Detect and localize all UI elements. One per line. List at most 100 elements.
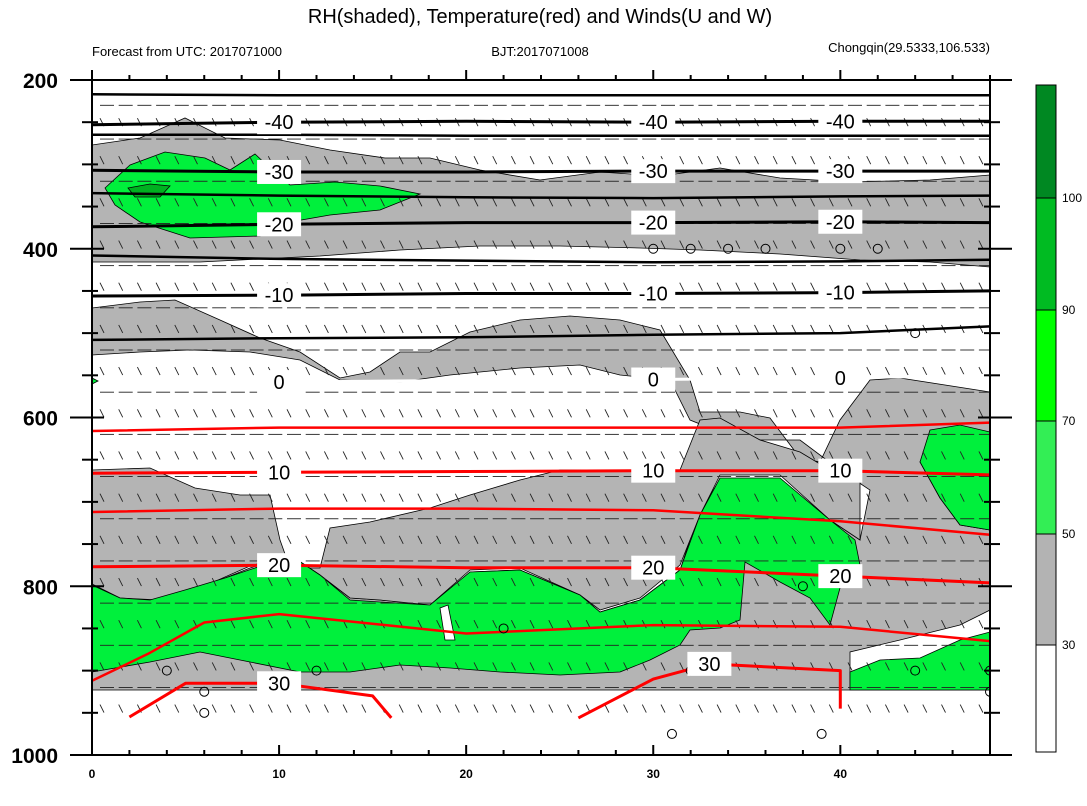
calm-circle	[311, 665, 322, 676]
wind-barb	[230, 409, 236, 418]
wind-barb	[735, 704, 741, 713]
wind-barb	[380, 409, 385, 418]
temperature-contour-unlabeled	[92, 612, 990, 682]
wind-barb	[473, 577, 479, 587]
wind-barb	[866, 493, 872, 502]
wind-barb	[735, 451, 741, 460]
wind-barb	[959, 451, 965, 460]
calm-circle	[199, 707, 210, 718]
wind-barb	[791, 493, 797, 502]
wind-barb	[99, 240, 105, 249]
wind-barb	[286, 620, 292, 629]
wind-barb	[361, 493, 367, 502]
wind-barb	[305, 577, 311, 587]
wind-barb	[136, 198, 142, 207]
wind-barb	[529, 620, 535, 629]
wind-barb	[548, 409, 554, 418]
calm-circle	[910, 328, 921, 339]
wind-barb	[679, 366, 685, 376]
wind-barb	[118, 324, 124, 334]
wind-barb	[211, 282, 217, 291]
wind-barb-row	[99, 282, 984, 291]
wind-barb	[249, 240, 255, 249]
contour-label-bg	[818, 209, 863, 234]
wind-barb	[660, 535, 666, 545]
wind-barb	[249, 155, 255, 165]
wind-barb	[548, 198, 554, 207]
wind-barb	[230, 155, 236, 165]
wind-barb	[585, 282, 591, 291]
temperature-contour-unlabeled	[92, 254, 990, 264]
contour-label: 20	[829, 566, 851, 588]
wind-barb	[510, 240, 516, 249]
wind-barb	[510, 198, 516, 207]
wind-barb	[604, 155, 610, 165]
wind-barb	[772, 409, 778, 418]
wind-barb	[230, 704, 236, 713]
wind-barb	[473, 620, 479, 629]
wind-barb	[623, 155, 629, 165]
wind-barb	[623, 198, 629, 207]
wind-barb	[716, 282, 722, 291]
wind-barb	[567, 535, 572, 545]
wind-barb	[604, 409, 610, 418]
wind-barb	[323, 451, 329, 460]
contour-label-bg	[631, 281, 676, 306]
wind-barb	[492, 493, 498, 502]
y-tick-label: 600	[23, 408, 58, 431]
wind-barb	[305, 198, 311, 207]
wind-barb	[492, 704, 498, 713]
wind-barb	[697, 155, 703, 165]
wind-barb	[323, 366, 329, 376]
wind-barb	[492, 366, 498, 376]
wind-barb	[735, 240, 741, 249]
contour-label: 0	[835, 368, 846, 390]
contour-label: -20	[639, 213, 668, 235]
wind-barb	[585, 451, 591, 460]
wind-barb	[510, 493, 516, 502]
wind-barb	[267, 620, 273, 629]
wind-barb	[941, 620, 946, 629]
wind-barb	[697, 409, 703, 418]
wind-barb	[941, 282, 946, 291]
wind-barb	[510, 282, 516, 291]
wind-barb	[922, 409, 928, 418]
wind-barb	[174, 577, 180, 587]
wind-barb	[548, 451, 554, 460]
wind-barb	[398, 282, 404, 291]
wind-barb-row	[99, 324, 984, 334]
wind-barb	[342, 366, 348, 376]
wind-barb	[791, 198, 797, 207]
wind-barb	[305, 451, 311, 460]
wind-barb	[249, 282, 255, 291]
wind-barb	[510, 366, 516, 376]
calm-circle	[760, 243, 771, 254]
wind-barb	[567, 409, 572, 418]
wind-barb	[529, 704, 535, 713]
wind-barb	[847, 704, 853, 713]
wind-barb	[305, 535, 311, 545]
contour-label: -30	[826, 161, 855, 183]
wind-barb	[959, 704, 965, 713]
wind-barb	[585, 409, 591, 418]
wind-barb	[548, 366, 554, 376]
contour-label: -40	[639, 112, 668, 134]
wind-barb	[342, 662, 348, 671]
wind-barb	[735, 577, 741, 587]
wind-barb	[679, 198, 685, 207]
wind-barb	[118, 451, 124, 460]
wind-barb	[417, 704, 423, 713]
wind-barb-row	[99, 704, 984, 713]
wind-barb	[697, 535, 703, 545]
wind-barb	[342, 155, 348, 165]
wind-barb	[193, 409, 198, 418]
wind-barb	[398, 662, 404, 671]
wind-barb	[791, 451, 797, 460]
wind-barb	[230, 366, 236, 376]
wind-barb	[866, 282, 872, 291]
wind-barb	[529, 366, 535, 376]
contour-label: 20	[268, 555, 290, 577]
calm-circle	[985, 686, 990, 697]
wind-barb	[735, 409, 741, 418]
wind-barb	[978, 240, 984, 249]
